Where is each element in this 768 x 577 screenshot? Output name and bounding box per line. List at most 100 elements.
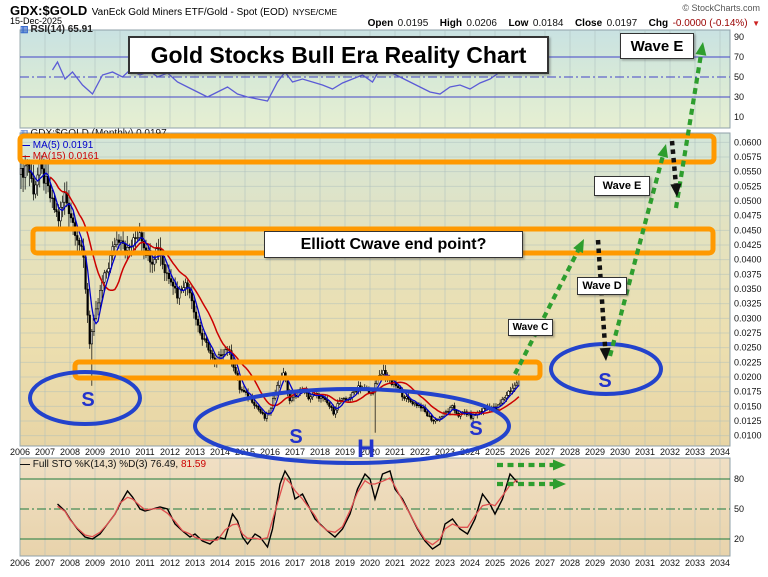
x-axis-year-label-bottom: 2021 [385, 558, 405, 568]
candle-body [328, 402, 331, 407]
candle-body [203, 338, 206, 340]
copyright-label: © StockCharts.com [682, 3, 760, 13]
wave-e-arrow-2 [673, 54, 703, 209]
resistance-zone-mid [30, 226, 716, 256]
ticker-description: VanEck Gold Miners ETF/Gold - Spot (EOD) [91, 7, 289, 18]
candle-body [353, 391, 356, 393]
candle-body [136, 237, 139, 239]
chart-header-line1: GDX:$GOLD VanEck Gold Miners ETF/Gold - … [10, 2, 337, 20]
x-axis-year-label-bottom: 2010 [110, 558, 130, 568]
sto-axis-label: 50 [734, 504, 744, 514]
x-axis-year-label-top: 2022 [410, 447, 430, 457]
candle-body [28, 164, 31, 173]
candle-body [446, 411, 450, 413]
candle-body [244, 391, 248, 393]
candle-body [242, 390, 246, 392]
candle-body [44, 175, 48, 184]
resistance-zone-low [72, 359, 543, 381]
price-axis-label: 0.0575 [734, 152, 762, 162]
wave-e-pullback-arrow-head [670, 183, 682, 197]
candle-body [128, 247, 131, 249]
candle-body [507, 390, 510, 396]
x-axis-year-label-top: 2034 [710, 447, 730, 457]
high-value: 0.0206 [466, 18, 497, 29]
candle-body [430, 415, 433, 421]
price-axis-label: 0.0275 [734, 328, 762, 338]
candle-body [234, 366, 237, 374]
wave-e-arrow-2-head [695, 42, 707, 56]
candle-body [451, 405, 454, 408]
x-axis-year-label-bottom: 2032 [660, 558, 680, 568]
price-axis-label: 0.0500 [734, 196, 762, 206]
candle-body [499, 402, 502, 406]
x-axis-year-label-bottom: 2018 [310, 558, 330, 568]
x-axis-year-label-bottom: 2006 [10, 558, 30, 568]
candle-body [165, 272, 168, 274]
x-axis-year-label-bottom: 2030 [610, 558, 630, 568]
x-axis-year-label-bottom: 2011 [135, 558, 154, 568]
candle-body [194, 311, 198, 320]
candle-body [32, 178, 35, 195]
candle-body [221, 354, 225, 357]
low-label: Low [508, 18, 529, 29]
candle-body [509, 390, 512, 392]
candle-body [196, 319, 200, 326]
wave-d-arrow [595, 239, 608, 349]
candle-body [113, 244, 116, 247]
candle-body [51, 197, 54, 199]
open-label: Open [367, 18, 394, 29]
x-axis-year-label-top: 2018 [310, 447, 330, 457]
candle-body [434, 419, 437, 422]
price-axis-label: 0.0175 [734, 387, 762, 397]
candle-body [411, 401, 414, 405]
candle-body [57, 211, 60, 222]
candle-body [332, 407, 335, 415]
candle-body [80, 244, 83, 247]
candle-body [319, 396, 323, 399]
x-axis-year-label-top: 2010 [110, 447, 130, 457]
candle-body [34, 184, 37, 195]
x-axis-year-label-bottom: 2022 [410, 558, 430, 568]
sto-breakout-arrow-2-head [553, 478, 566, 490]
x-axis-year-label-top: 2028 [560, 447, 580, 457]
ma5-line [28, 169, 520, 421]
price-axis-label: 0.0425 [734, 240, 762, 250]
x-axis-year-label-top: 2017 [285, 447, 305, 457]
x-axis-year-label-bottom: 2009 [85, 558, 105, 568]
candle-body [380, 373, 383, 376]
candle-body [428, 415, 431, 417]
wave-e-pullback-arrow [669, 140, 679, 185]
candle-body [463, 411, 466, 413]
candle-body [138, 232, 141, 238]
candle-body [61, 201, 64, 208]
price-axis-label: 0.0550 [734, 167, 762, 177]
x-axis-year-label-top: 2006 [10, 447, 30, 457]
x-axis-year-label-top: 2021 [385, 447, 405, 457]
x-axis-year-label-bottom: 2025 [485, 558, 505, 568]
price-axis-label: 0.0150 [734, 401, 762, 411]
candle-body [53, 197, 56, 210]
x-axis-year-label-bottom: 2016 [260, 558, 280, 568]
low-value: 0.0184 [532, 18, 564, 29]
candle-body [342, 398, 346, 400]
candle-body [49, 185, 52, 199]
candle-body [69, 213, 73, 219]
x-axis-year-label-bottom: 2007 [35, 558, 55, 568]
x-axis-year-label-bottom: 2017 [285, 558, 305, 568]
pattern-letter-s: S [289, 426, 302, 448]
candle-body [453, 405, 456, 411]
candle-body [94, 308, 98, 319]
candle-body [205, 338, 208, 343]
candle-body [317, 393, 321, 399]
candle-body [126, 247, 129, 251]
x-axis-year-label-top: 2027 [535, 447, 555, 457]
x-axis-year-label-top: 2008 [60, 447, 80, 457]
candle-body [505, 395, 508, 399]
candle-body [209, 349, 212, 354]
candle-body [444, 411, 448, 414]
sto-breakout-arrow-1-head [553, 459, 566, 471]
candle-body [190, 292, 193, 302]
candle-body [240, 389, 243, 391]
candle-body [515, 382, 518, 386]
